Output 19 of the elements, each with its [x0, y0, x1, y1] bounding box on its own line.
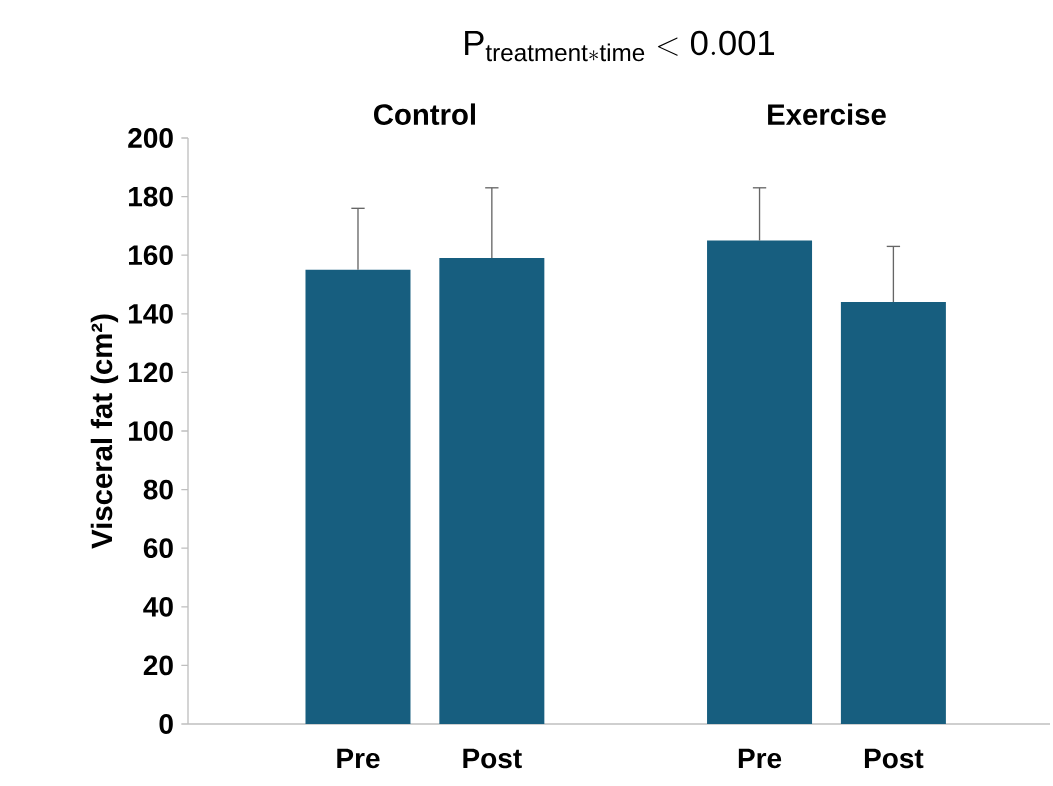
y-tick-label: 100	[129, 421, 173, 441]
chart-title: $\mathrm{P}_{\mathrm{treatment*time}} < \mathrm{0.001}$	[465, 30, 775, 62]
y-tick-label: 40	[143, 596, 173, 617]
y-tick-label: 20	[143, 655, 173, 676]
y-tick-label: 140	[129, 303, 173, 324]
y-tick-label: 160	[129, 245, 173, 266]
x-tick-label: Pre	[738, 748, 782, 769]
y-tick-label: 0	[159, 714, 173, 734]
x-tick-label: Pre	[337, 748, 380, 769]
x-tick-label: Post	[463, 748, 522, 769]
y-tick-label: 120	[129, 362, 173, 383]
text: Control	[374, 103, 475, 125]
y-tick-label: 60	[143, 538, 173, 559]
y-axis-title: Visceral fat (cm²)	[90, 314, 119, 549]
y-tick-label: 180	[129, 186, 173, 207]
y-tick-label: 80	[143, 479, 173, 500]
text: Exercise	[768, 103, 886, 125]
x-tick-label: Post	[864, 748, 924, 769]
y-tick-label: 200	[128, 128, 173, 148]
